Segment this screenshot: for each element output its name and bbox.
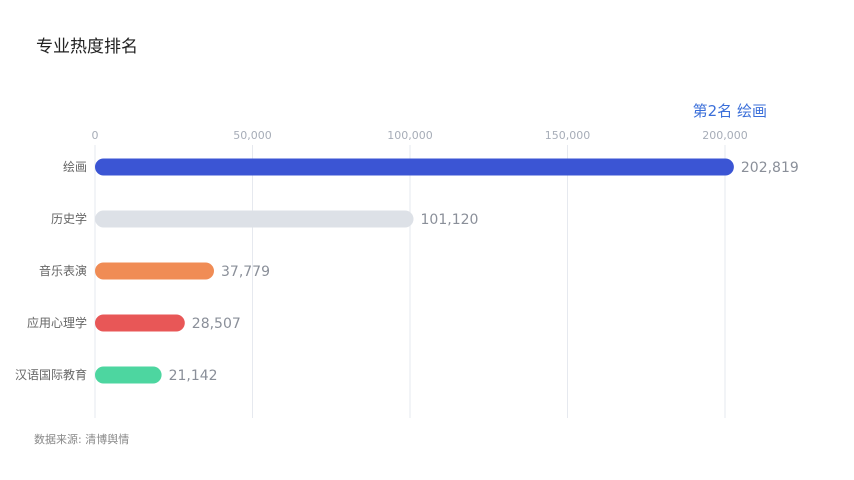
category-label: 汉语国际教育 [15, 367, 87, 382]
bar [95, 314, 185, 332]
data-label: 28,507 [192, 316, 241, 332]
data-source-label: 数据来源: [34, 433, 82, 446]
data-label: 37,779 [221, 264, 270, 280]
data-source-name: 清博舆情 [85, 433, 130, 446]
bar [95, 262, 215, 280]
x-tick-label: 50,000 [233, 129, 272, 142]
category-label: 应用心理学 [27, 315, 87, 330]
data-source: 数据来源: 清博舆情 [34, 431, 129, 447]
bar [95, 366, 162, 384]
chart-title: 专业热度排名 [36, 37, 138, 57]
x-tick-label: 200,000 [702, 129, 748, 142]
data-label: 101,120 [421, 212, 479, 228]
category-label: 绘画 [63, 159, 87, 174]
rank-label: 第2名 [692, 102, 733, 120]
bar [95, 210, 414, 228]
x-tick-label: 0 [92, 129, 99, 142]
rank-item-name: 绘画 [736, 102, 767, 120]
category-label: 历史学 [51, 211, 87, 226]
x-tick-label: 100,000 [387, 129, 433, 142]
x-tick-label: 150,000 [545, 129, 591, 142]
category-label: 音乐表演 [39, 263, 87, 278]
data-label: 21,142 [169, 368, 218, 384]
rank-highlight: 第2名 绘画 [693, 100, 767, 121]
data-label: 202,819 [741, 160, 799, 176]
bar [95, 158, 734, 176]
